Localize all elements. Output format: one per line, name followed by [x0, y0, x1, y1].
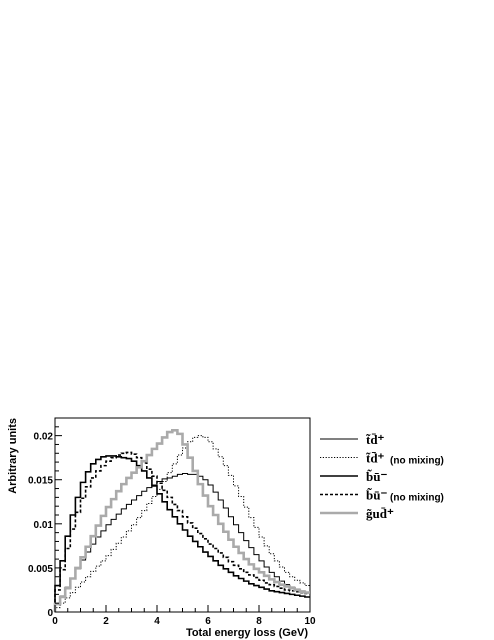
y-tick-label: 0.02 [34, 432, 54, 443]
x-tick-label: 0 [52, 616, 58, 627]
curves-group [53, 429, 310, 612]
legend-label-5: g̃ud̄⁺ [366, 506, 394, 521]
y-tick-label: 0.01 [34, 520, 54, 531]
x-tick-label: 10 [304, 616, 316, 627]
legend-note-4: (no mixing) [390, 493, 444, 504]
axes-group: 0 2 4 6 8 10 0 0.005 0.01 0.015 0.02 [28, 417, 316, 627]
x-tick-label: 8 [256, 616, 262, 627]
x-tick-label: 6 [205, 616, 211, 627]
legend-label-2: t̃d̄⁺ [366, 451, 385, 466]
y-tick-label: 0.005 [28, 564, 53, 575]
legend: t̃d̄⁺t̃d̄⁺ (no mixing)b̃ū⁻b̃ū⁻ (no mixing)… [320, 432, 444, 521]
series-line-3 [54, 455, 310, 612]
plot-frame [54, 417, 311, 613]
series-line-5 [53, 429, 310, 612]
series-line-1 [54, 473, 310, 612]
series-line-2 [54, 435, 310, 612]
x-axis-title: Total energy loss (GeV) [186, 627, 308, 639]
x-tick-label: 4 [154, 616, 160, 627]
legend-label-3: b̃ū⁻ [366, 469, 387, 484]
y-tick-label: 0 [47, 608, 53, 619]
series-line-4 [54, 451, 310, 612]
y-axis-title: Arbitrary units [7, 418, 19, 494]
y-tick-label: 0.015 [28, 476, 53, 487]
legend-label-1: t̃d̄⁺ [366, 432, 385, 447]
x-tick-label: 2 [103, 616, 109, 627]
legend-note-2: (no mixing) [390, 456, 444, 467]
legend-label-4: b̃ū⁻ [366, 488, 387, 503]
